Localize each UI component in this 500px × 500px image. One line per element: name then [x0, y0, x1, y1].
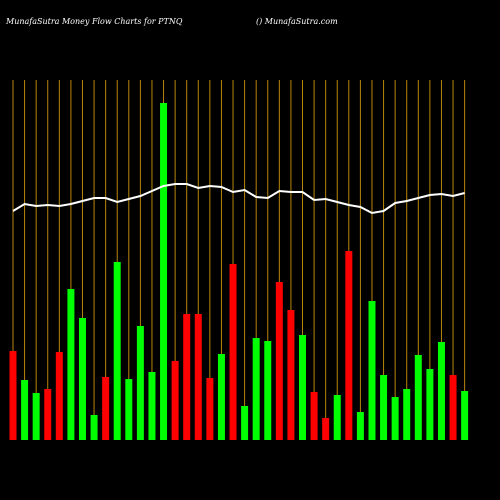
bar	[368, 301, 376, 440]
bar	[241, 406, 249, 440]
money-flow-line	[12, 183, 465, 215]
bar	[67, 289, 75, 440]
bar	[391, 397, 399, 440]
bar	[102, 377, 110, 440]
bar	[252, 338, 260, 440]
bar	[380, 375, 388, 440]
bar	[160, 103, 168, 440]
bar	[194, 314, 202, 440]
bar	[356, 412, 364, 440]
bar	[55, 352, 63, 440]
bar	[9, 351, 17, 440]
bar	[21, 380, 29, 440]
bar	[217, 354, 225, 440]
bar	[113, 262, 121, 440]
bar	[44, 389, 52, 440]
bar	[322, 418, 330, 440]
bar	[414, 355, 422, 440]
bar	[333, 395, 341, 440]
bar	[287, 310, 295, 440]
bar	[90, 415, 98, 440]
bar	[264, 341, 272, 440]
bar	[437, 342, 445, 440]
bar	[275, 282, 283, 440]
bar	[136, 326, 144, 440]
bar	[206, 378, 214, 440]
chart-title: MunafaSutra Money Flow Charts for PTNQ	[5, 17, 183, 26]
bar	[403, 389, 411, 440]
bar	[449, 375, 457, 440]
bar	[148, 372, 156, 440]
bar	[229, 264, 237, 440]
bar	[125, 379, 133, 440]
bar	[426, 369, 434, 440]
bar	[461, 391, 469, 440]
bar	[299, 335, 306, 440]
bar	[345, 251, 353, 440]
chart-subtitle: () MunafaSutra.com	[256, 17, 338, 26]
bar	[171, 361, 179, 440]
bar	[32, 393, 40, 440]
bar	[78, 318, 86, 440]
bar	[310, 392, 318, 440]
bar	[183, 314, 191, 440]
